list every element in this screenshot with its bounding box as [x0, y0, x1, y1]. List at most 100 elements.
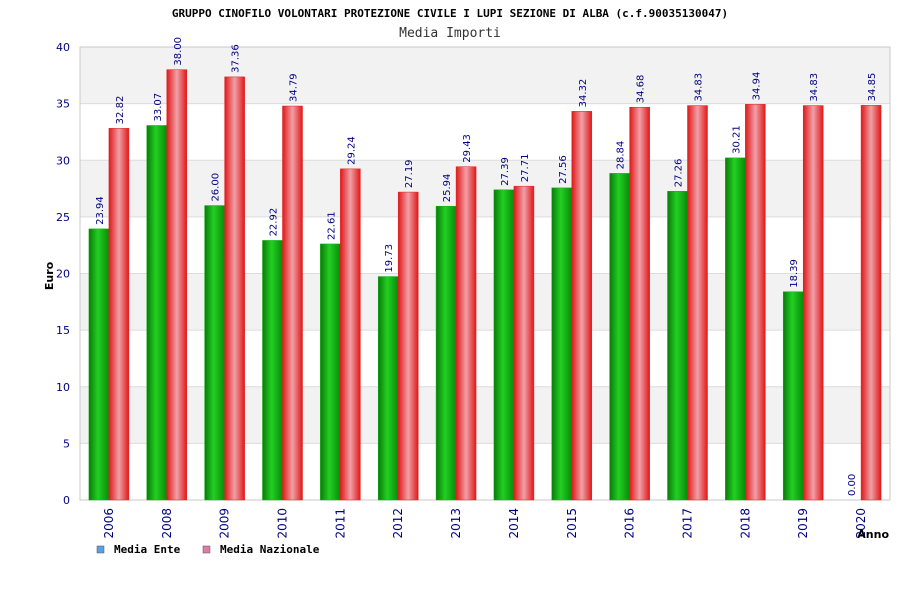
bar-media-ente-2006: [88, 228, 110, 501]
grid-band: [80, 386, 890, 444]
bar-media-nazionale-2020: [860, 105, 882, 501]
value-label-media-nazionale-2010: 34.79: [289, 73, 300, 102]
bar-media-nazionale-2008: [166, 69, 188, 501]
y-tick-label: 30: [56, 154, 70, 167]
value-label-media-nazionale-2015: 34.32: [578, 79, 589, 108]
value-label-media-ente-2009: 26.00: [211, 173, 222, 202]
bar-media-ente-2019: [782, 291, 804, 501]
bar-media-ente-2018: [725, 157, 746, 501]
value-label-media-nazionale-2019: 34.83: [809, 73, 820, 102]
x-tick-label-2012: 2012: [391, 508, 405, 539]
value-label-media-nazionale-2014: 27.71: [520, 154, 531, 183]
bar-media-ente-2009: [204, 205, 225, 501]
y-tick-label: 0: [63, 494, 70, 507]
bar-media-nazionale-2011: [340, 168, 361, 501]
x-tick-label-2017: 2017: [681, 508, 695, 539]
y-tick-label: 10: [56, 381, 70, 394]
bar-media-ente-2010: [262, 240, 283, 501]
bar-media-ente-2008: [146, 125, 168, 501]
chart-subtitle: Media Importi: [399, 26, 501, 41]
value-label-media-nazionale-2016: 34.68: [636, 75, 647, 104]
grid-band: [80, 47, 890, 104]
grid-band: [80, 103, 890, 161]
bar-media-ente-2013: [435, 205, 457, 501]
bar-media-ente-2012: [377, 276, 399, 501]
bar-media-nazionale-2017: [687, 105, 708, 501]
value-label-media-nazionale-2018: 34.94: [751, 72, 762, 101]
x-tick-label-2013: 2013: [449, 508, 463, 539]
bar-media-nazionale-2010: [282, 105, 303, 501]
value-label-media-nazionale-2020: 34.85: [867, 73, 878, 102]
value-label-media-nazionale-2008: 38.00: [173, 37, 184, 66]
grid-band: [80, 273, 890, 331]
legend-swatch-media-ente: [96, 545, 105, 554]
y-tick-label: 25: [56, 211, 70, 224]
y-axis-label: Euro: [43, 261, 56, 290]
bar-media-nazionale-2014: [513, 185, 535, 501]
x-axis-label: Anno: [857, 528, 889, 541]
value-label-media-ente-2010: 22.92: [269, 208, 280, 237]
bar-media-nazionale-2018: [745, 104, 766, 501]
value-label-media-nazionale-2012: 27.19: [404, 159, 415, 188]
grid: [80, 46, 890, 501]
bar-media-ente-2014: [493, 189, 515, 501]
value-label-media-nazionale-2006: 32.82: [115, 96, 126, 125]
bar-media-nazionale-2016: [629, 106, 650, 501]
x-tick-label-2019: 2019: [796, 508, 810, 539]
value-label-media-ente-2008: 33.07: [153, 93, 164, 122]
bar-media-nazionale-2012: [397, 191, 419, 501]
value-label-media-ente-2013: 25.94: [442, 174, 453, 203]
grid-band: [80, 330, 890, 387]
value-labels: 23.94 32.82 33.07 38.00 26.00 37.36 22.92 34.79…: [95, 37, 878, 496]
y-tick-label: 15: [56, 324, 70, 337]
x-tick-label-2014: 2014: [507, 508, 521, 539]
value-label-media-ente-2019: 18.39: [789, 259, 800, 288]
y-tick-label: 40: [56, 41, 70, 54]
value-label-media-ente-2015: 27.56: [558, 155, 569, 184]
bar-media-ente-2017: [667, 191, 688, 501]
value-label-media-nazionale-2009: 37.36: [231, 44, 242, 73]
value-label-media-ente-2011: 22.61: [326, 211, 337, 240]
grid-band: [80, 443, 890, 500]
grid-band: [80, 160, 890, 217]
value-label-media-ente-2017: 27.26: [674, 159, 685, 188]
x-tick-label-2010: 2010: [276, 508, 290, 539]
legend-label-media-ente: Media Ente: [114, 543, 181, 556]
x-tick-label-2020: 2020: [854, 508, 868, 539]
grid-band: [80, 216, 890, 274]
x-tick-label-2011: 2011: [333, 508, 347, 539]
legend-swatch-media-nazionale: [202, 545, 211, 554]
plot-frame: [79, 46, 891, 501]
value-label-media-nazionale-2017: 34.83: [694, 73, 705, 102]
y-tick-label: 5: [63, 437, 70, 450]
x-tick-label-2016: 2016: [623, 508, 637, 539]
x-tick-label-2015: 2015: [565, 508, 579, 539]
x-tick-label-2018: 2018: [738, 508, 752, 539]
x-tick-label-2009: 2009: [218, 508, 232, 539]
bar-media-nazionale-2013: [455, 166, 477, 501]
value-label-media-nazionale-2013: 29.43: [462, 134, 473, 163]
y-tick-label: 35: [56, 98, 70, 111]
axes: 0 5 10 15 20 25 30 35 40 2006 2008 2009 2010 2011 2012…: [56, 41, 891, 539]
value-label-media-nazionale-2011: 29.24: [346, 136, 357, 165]
value-label-media-ente-2006: 23.94: [95, 196, 106, 225]
bar-media-ente-2016: [609, 173, 630, 501]
bar-media-nazionale-2006: [108, 128, 130, 501]
x-tick-label-2008: 2008: [160, 508, 174, 539]
bar-media-nazionale-2019: [802, 105, 824, 501]
chart-title: GRUPPO CINOFILO VOLONTARI PROTEZIONE CIV…: [172, 7, 728, 20]
bar-media-ente-2011: [320, 243, 341, 501]
bar-media-ente-2015: [551, 187, 573, 501]
legend: Media Ente Media Nazionale: [96, 543, 320, 556]
value-label-media-ente-2016: 28.84: [616, 141, 627, 170]
x-tick-label-2006: 2006: [102, 508, 116, 539]
value-label-media-ente-2020: 0.00: [847, 474, 858, 496]
value-label-media-ente-2012: 19.73: [384, 244, 395, 273]
bar-media-nazionale-2009: [224, 76, 245, 501]
legend-label-media-nazionale: Media Nazionale: [220, 543, 320, 556]
value-label-media-ente-2014: 27.39: [500, 157, 511, 186]
y-tick-label: 20: [56, 268, 70, 281]
bar-media-nazionale-2015: [571, 111, 593, 501]
value-label-media-ente-2018: 30.21: [731, 125, 742, 154]
